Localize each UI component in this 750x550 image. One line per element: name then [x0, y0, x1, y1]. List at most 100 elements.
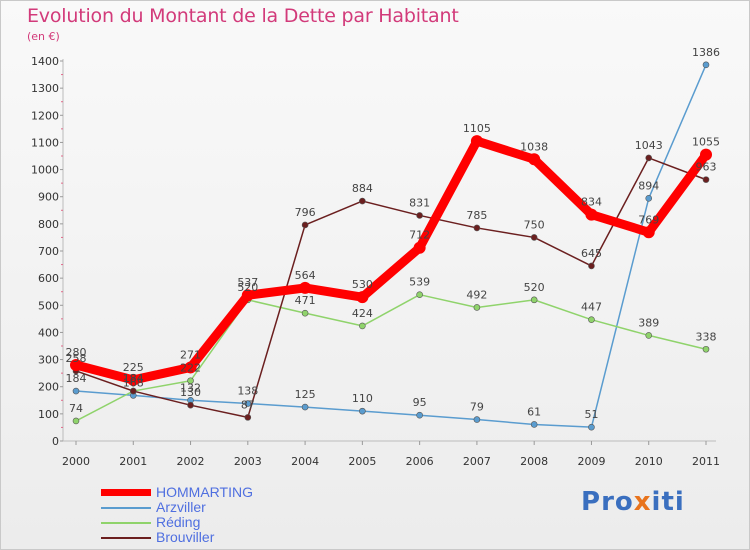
- y-tick-label: 600: [38, 272, 59, 285]
- data-point: [301, 221, 309, 229]
- data-label: 712: [409, 229, 430, 242]
- data-label: 225: [123, 361, 144, 374]
- axes: 0 100 200 300 400 500 600 700 800 900 1000 1100 1200…: [31, 55, 720, 468]
- x-tick-label: 2008: [520, 455, 548, 468]
- data-label: 389: [638, 316, 659, 329]
- data-point: [359, 322, 366, 330]
- data-label: 834: [581, 196, 602, 209]
- data-label: 1105: [463, 122, 491, 135]
- logo-letter: i: [674, 487, 685, 517]
- data-label: 447: [581, 301, 602, 314]
- series-line: [71, 136, 711, 385]
- data-label: 796: [295, 206, 316, 219]
- data-label: 884: [352, 182, 373, 195]
- data-label: 831: [409, 196, 430, 209]
- y-tick-label: 1000: [31, 164, 59, 177]
- data-label: 750: [524, 218, 545, 231]
- logo-letter: x: [633, 487, 652, 517]
- data-labels-layer: 280 225 271 537 564 530 712 1105 1038 834 769 1055 1…: [66, 46, 721, 421]
- x-tick-label: 2003: [234, 455, 262, 468]
- data-point: [70, 359, 82, 371]
- data-point: [416, 291, 423, 299]
- x-tick-label: 2005: [348, 455, 376, 468]
- y-tick-label: 300: [38, 354, 59, 367]
- data-label: 645: [581, 247, 602, 260]
- data-label: 138: [237, 385, 258, 398]
- data-label: 79: [470, 401, 484, 414]
- data-label: 258: [66, 352, 87, 365]
- legend-label: Brouviller: [156, 529, 215, 545]
- x-tick-label: 2009: [577, 455, 605, 468]
- data-point: [416, 411, 423, 419]
- series-line: [75, 64, 707, 428]
- data-point: [416, 212, 423, 219]
- logo-letter: i: [651, 487, 662, 517]
- legend-swatch: [101, 522, 151, 524]
- legend-swatch: [101, 507, 151, 509]
- logo-letter: r: [601, 487, 615, 517]
- data-label: 280: [66, 346, 87, 359]
- data-label: 537: [237, 276, 258, 289]
- series-line: [75, 293, 707, 422]
- data-label: 1386: [692, 46, 720, 59]
- data-label: 1055: [692, 136, 720, 149]
- data-point: [645, 154, 653, 162]
- data-point: [127, 373, 140, 386]
- data-label: 130: [180, 386, 201, 399]
- data-label: 271: [180, 348, 201, 361]
- proxiti-logo: Proxiti: [581, 487, 685, 517]
- x-tick-label: 2006: [406, 455, 434, 468]
- data-point: [244, 414, 252, 421]
- data-point: [702, 176, 710, 183]
- data-label: 125: [295, 388, 316, 401]
- data-label: 184: [66, 372, 87, 385]
- y-tick-label: 900: [38, 191, 59, 204]
- series-arzviller: [72, 61, 710, 431]
- data-label: 539: [409, 276, 430, 289]
- y-tick-label: 1400: [31, 55, 59, 68]
- data-label: 1038: [520, 140, 548, 153]
- data-point: [187, 377, 194, 385]
- data-label: 564: [295, 269, 316, 282]
- logo-letter: t: [661, 487, 675, 517]
- data-point: [585, 208, 598, 221]
- data-point: [129, 387, 137, 395]
- data-point: [356, 291, 369, 304]
- y-tick-label: 800: [38, 218, 59, 231]
- legend-swatch: [101, 489, 151, 496]
- logo-letter: o: [614, 487, 634, 517]
- data-point: [413, 241, 426, 254]
- data-label: 132: [180, 381, 201, 394]
- data-point: [530, 234, 538, 241]
- data-point: [359, 197, 366, 205]
- data-label: 785: [466, 209, 487, 222]
- data-point: [473, 304, 481, 311]
- unit-label: (en €): [27, 30, 60, 43]
- x-tick-label: 2007: [463, 455, 491, 468]
- y-tick-label: 1300: [31, 82, 59, 95]
- data-point: [72, 387, 80, 395]
- x-tick-label: 2011: [692, 455, 720, 468]
- data-point: [528, 153, 541, 166]
- legend-label: HOMMARTING: [156, 484, 253, 500]
- data-label: 769: [638, 213, 659, 226]
- data-point: [645, 195, 653, 202]
- data-point: [645, 332, 653, 339]
- logo-letter: P: [581, 487, 602, 517]
- data-point: [702, 61, 710, 69]
- series-brouviller: [72, 154, 710, 421]
- data-label: 530: [352, 278, 373, 291]
- data-label: 520: [237, 281, 258, 294]
- data-label: 894: [638, 179, 659, 192]
- chart-title: Evolution du Montant de la Dette par Hab…: [27, 5, 459, 27]
- data-label: 87: [241, 398, 255, 411]
- data-point: [473, 416, 481, 423]
- y-tick-label: 400: [38, 326, 59, 339]
- data-label: 963: [696, 161, 717, 174]
- x-tick-label: 2002: [177, 455, 205, 468]
- data-point: [359, 407, 366, 415]
- y-tick-label: 0: [52, 435, 59, 448]
- data-point: [530, 296, 538, 304]
